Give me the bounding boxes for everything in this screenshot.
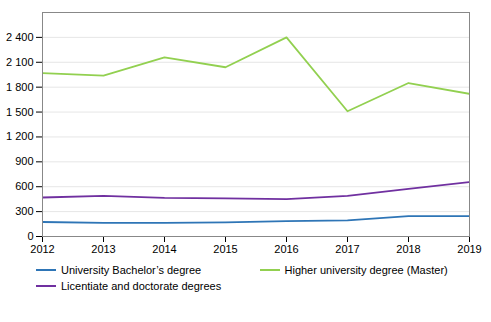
svg-text:2014: 2014 — [152, 243, 176, 255]
svg-text:1 200: 1 200 — [6, 130, 34, 142]
svg-text:600: 600 — [15, 180, 33, 192]
svg-text:2015: 2015 — [213, 243, 237, 255]
svg-text:2016: 2016 — [274, 243, 298, 255]
svg-text:2 100: 2 100 — [6, 56, 34, 68]
svg-text:2019: 2019 — [457, 243, 481, 255]
svg-text:2013: 2013 — [91, 243, 115, 255]
html-text:Licentiate and doctorate degre: Licentiate and doctorate degrees — [61, 280, 222, 292]
svg-text:900: 900 — [15, 155, 33, 167]
svg-text:2 400: 2 400 — [6, 31, 34, 43]
svg-text:1 500: 1 500 — [6, 106, 34, 118]
svg-text:2012: 2012 — [30, 243, 54, 255]
html-text:University Bachelor’s degree: University Bachelor’s degree — [61, 264, 202, 276]
svg-text:2018: 2018 — [396, 243, 420, 255]
svg-text:0: 0 — [27, 230, 33, 242]
html-text:Higher university degree (Mast: Higher university degree (Master) — [284, 264, 448, 276]
svg-text:1 800: 1 800 — [6, 81, 34, 93]
svg-text:300: 300 — [15, 205, 33, 217]
svg-text:2017: 2017 — [335, 243, 359, 255]
